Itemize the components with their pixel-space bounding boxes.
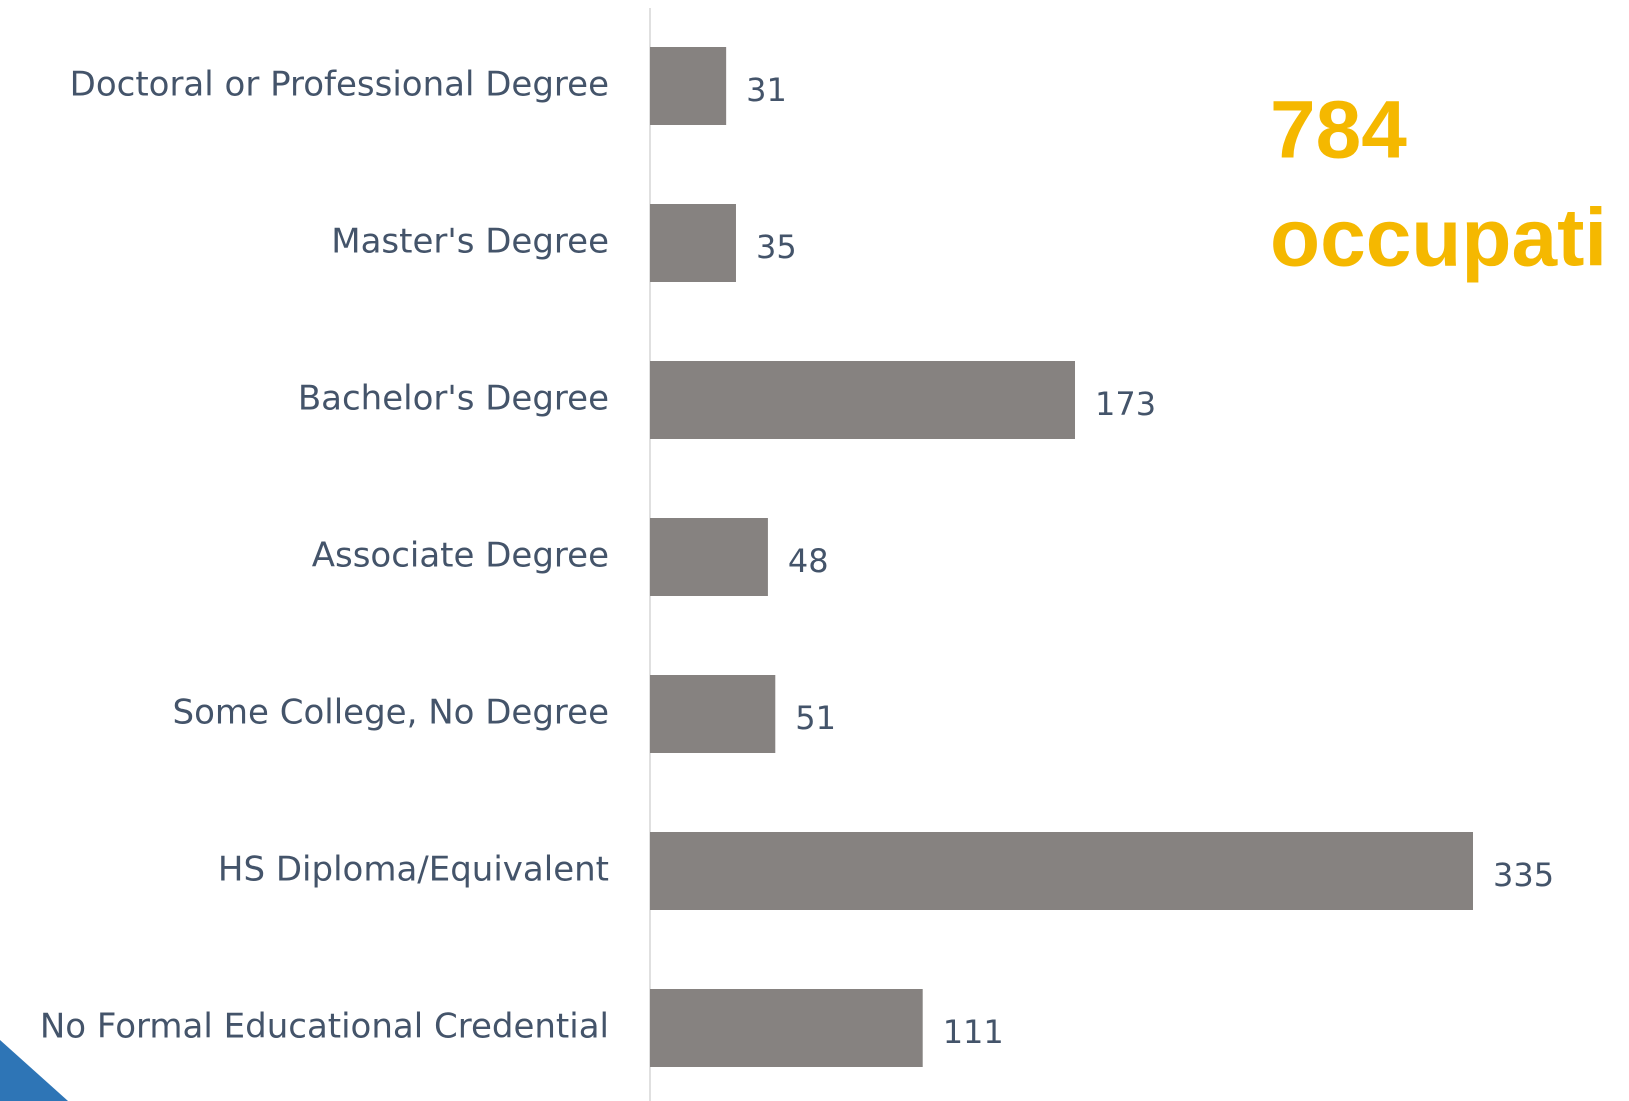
data-label: 48 — [788, 542, 829, 580]
bar — [650, 675, 776, 753]
bar — [650, 204, 736, 282]
bar — [650, 518, 768, 596]
data-label: 173 — [1095, 385, 1156, 423]
category-label: Doctoral or Professional Degree — [70, 65, 609, 105]
category-label: No Formal Educational Credential — [40, 1007, 609, 1047]
corner-decoration — [0, 1040, 68, 1101]
annotation: 784 — [1270, 85, 1407, 176]
annotation: occupati — [1270, 193, 1607, 284]
bar — [650, 47, 727, 125]
bar — [650, 832, 1473, 910]
category-label: Bachelor's Degree — [298, 379, 609, 419]
category-label: Some College, No Degree — [173, 693, 610, 733]
bar — [650, 989, 923, 1067]
bar — [650, 361, 1076, 439]
data-label: 111 — [943, 1013, 1004, 1051]
data-label: 335 — [1493, 856, 1554, 894]
data-label: 51 — [795, 699, 836, 737]
category-label: Master's Degree — [331, 222, 609, 262]
data-label: 35 — [756, 228, 797, 266]
category-label: Associate Degree — [312, 536, 609, 576]
category-label: HS Diploma/Equivalent — [218, 850, 609, 890]
data-label: 31 — [746, 71, 787, 109]
